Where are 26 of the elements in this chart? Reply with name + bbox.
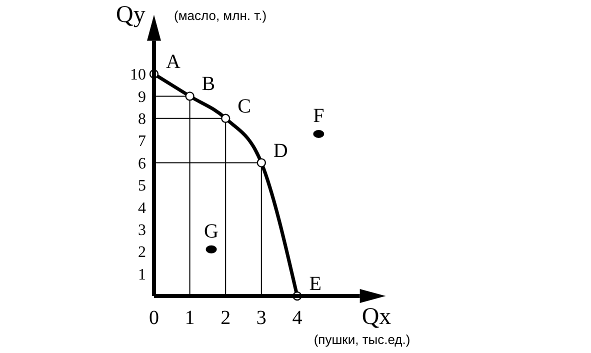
data-label: B (202, 73, 216, 96)
x-tick-label: 2 (220, 307, 231, 329)
data-label: G (204, 220, 219, 242)
x-tick-label: 1 (184, 307, 195, 329)
y-axis-title: Qy (116, 2, 146, 28)
y-tick-label: 7 (138, 133, 146, 150)
x-tick-label: 4 (292, 307, 302, 329)
y-tick-label: 4 (138, 200, 146, 217)
y-tick-label: 1 (138, 266, 146, 284)
text: (масло, млн. т.) (174, 8, 267, 23)
y-tick-label: 10 (130, 66, 146, 84)
y-tick-label: 3 (138, 222, 146, 239)
y-tick-label: 8 (138, 111, 146, 128)
data-label: C (238, 95, 251, 118)
x-tick-label: 0 (149, 307, 159, 329)
x-tick-label: 3 (256, 307, 266, 329)
y-tick-label: 2 (138, 244, 146, 262)
y-tick-label: 5 (138, 178, 146, 195)
y-tick-label: 9 (138, 88, 146, 106)
data-label: A (166, 51, 181, 73)
x-axis-title: Qx (362, 304, 392, 330)
y-tick-label: 6 (138, 155, 146, 172)
data-label: F (313, 104, 324, 127)
data-label: D (273, 140, 288, 162)
text: (пушки, тыс.ед.) (314, 332, 410, 347)
data-label: E (309, 273, 322, 295)
